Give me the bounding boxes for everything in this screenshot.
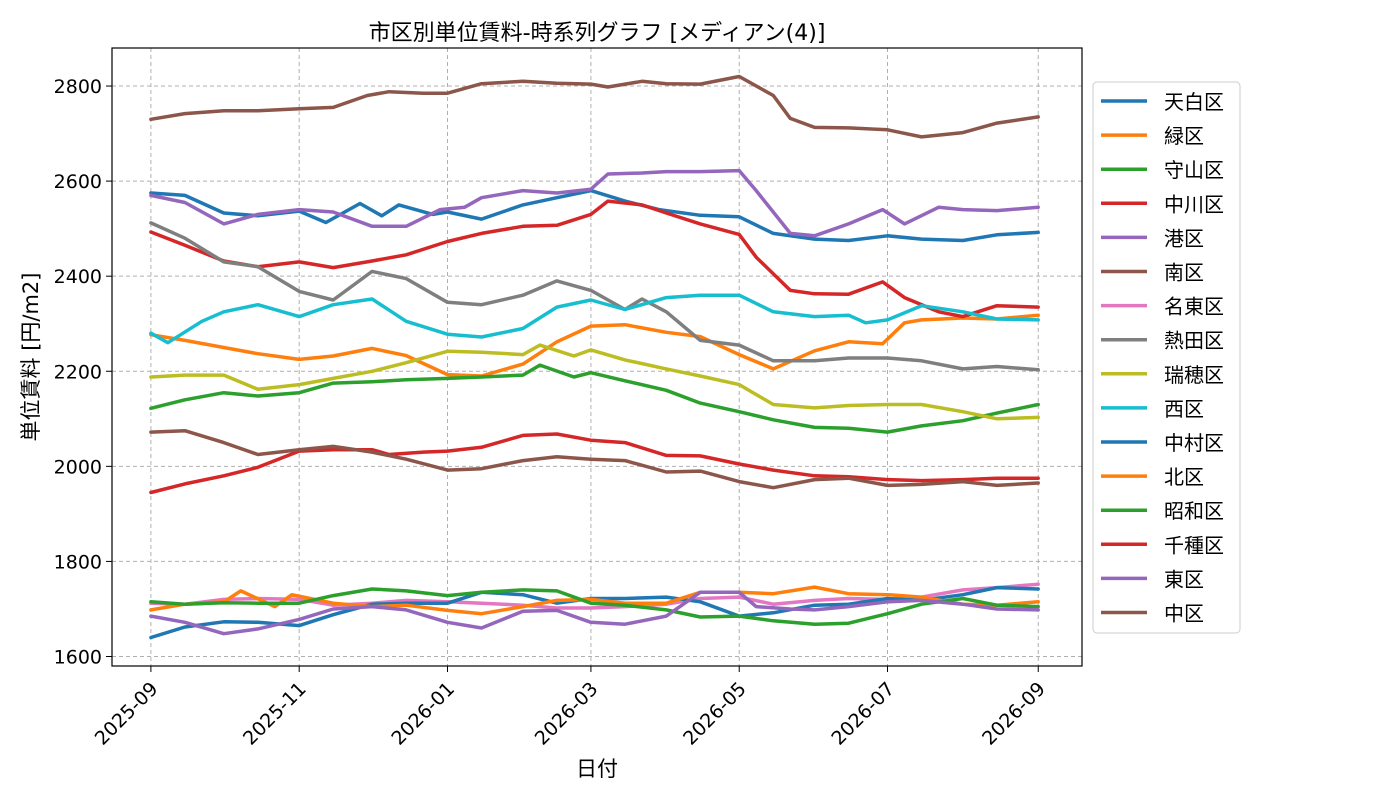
series-line-4 (149, 168, 1040, 238)
series-line-3 (149, 199, 1040, 319)
series-line-5 (149, 74, 1040, 139)
series-line-1 (149, 313, 1040, 378)
legend-label: 熱田区 (1164, 329, 1224, 353)
y-tick-label: 2200 (54, 361, 102, 383)
legend-items: 天白区緑区守山区中川区港区南区名東区熱田区瑞穂区西区中村区北区昭和区千種区東区中… (1101, 90, 1224, 626)
legend-label: 守山区 (1164, 158, 1224, 182)
x-axis-title: 日付 (576, 757, 618, 781)
legend-label: 中区 (1164, 602, 1204, 626)
y-tick-label: 2000 (54, 456, 102, 478)
legend-label: 港区 (1164, 226, 1204, 250)
legend-label: 名東区 (1164, 295, 1224, 319)
plot-area (111, 47, 1083, 667)
series-line-2 (149, 363, 1040, 434)
y-tick-label: 1800 (54, 551, 102, 573)
legend-label: 東区 (1164, 567, 1204, 591)
series-line-7 (149, 221, 1040, 372)
legend-label: 南区 (1164, 261, 1204, 285)
chart-title: 市区別単位賃料-時系列グラフ [メディアン(4)] (369, 21, 826, 46)
y-axis-title: 単位賃料 [円/m2] (19, 273, 43, 442)
y-tick-label: 2400 (54, 266, 102, 288)
legend-label: 西区 (1164, 397, 1204, 421)
legend-box (1092, 81, 1241, 634)
legend-label: 中村区 (1164, 431, 1224, 455)
y-tick-label: 2600 (54, 171, 102, 193)
series-line-0 (149, 188, 1040, 243)
legend-label: 瑞穂区 (1164, 363, 1224, 387)
series-line-8 (149, 343, 1040, 421)
series-line-15 (149, 428, 1040, 490)
legend-label: 天白区 (1164, 90, 1224, 114)
legend-label: 千種区 (1164, 533, 1224, 557)
legend-label: 中川区 (1164, 192, 1224, 216)
series-line-12 (149, 587, 1040, 626)
legend-label: 緑区 (1164, 124, 1204, 148)
legend: 天白区緑区守山区中川区港区南区名東区熱田区瑞穂区西区中村区北区昭和区千種区東区中… (1092, 81, 1241, 634)
series-lines (149, 74, 1040, 640)
legend-label: 北区 (1164, 465, 1204, 489)
legend-label: 昭和区 (1164, 499, 1224, 523)
series-line-14 (149, 590, 1040, 636)
y-tick-label: 2800 (54, 76, 102, 98)
series-line-9 (149, 293, 1040, 345)
y-tick-label: 1600 (54, 646, 102, 668)
